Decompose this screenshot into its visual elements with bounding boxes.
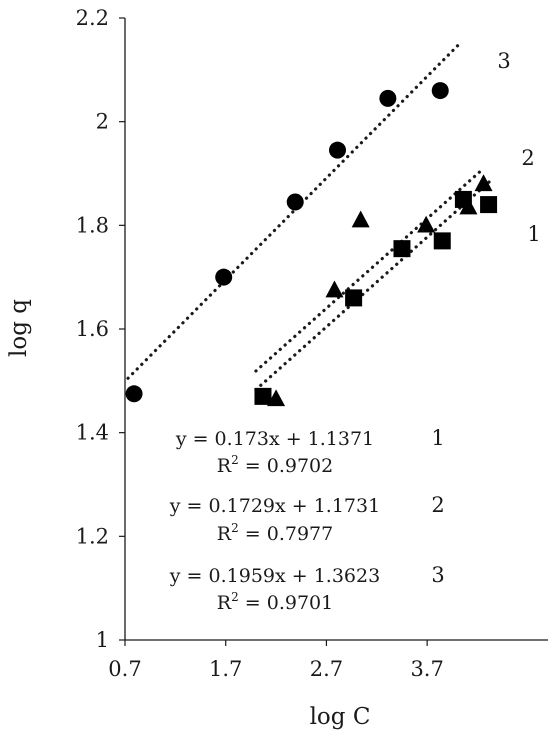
y-tick-label: 1.8	[76, 213, 109, 237]
trend-equation-2: y = 0.1729x + 1.1731	[169, 495, 380, 517]
r-squared-3: R2 = 0.9701	[217, 590, 333, 614]
r-squared-2: R2 = 0.7977	[217, 521, 333, 545]
point-series-2	[459, 197, 478, 215]
point-series-2	[267, 389, 286, 407]
point-series-2	[417, 215, 436, 233]
point-series-3	[215, 268, 233, 286]
data-points	[125, 82, 498, 407]
labels: log C log q 1 2 3 y = 0.173x + 1.1371 1 R2 = 0.…	[6, 49, 541, 730]
point-series-2	[325, 280, 344, 298]
trendline-series-1	[254, 178, 494, 392]
x-tick-label: 3.7	[410, 657, 443, 681]
x-tick-label: 2.7	[310, 657, 343, 681]
series-tag-2: 2	[521, 146, 534, 170]
series-tag-3: 3	[497, 49, 510, 73]
y-tick-label: 1.4	[76, 421, 109, 445]
equation-series-tag-1: 1	[431, 426, 444, 450]
y-tick-label: 1.2	[76, 524, 109, 548]
point-series-3	[379, 89, 397, 107]
y-tick-label: 2.2	[76, 6, 109, 30]
x-tick-label: 1.7	[209, 657, 242, 681]
x-tick-label: 0.7	[108, 657, 141, 681]
trend-equation-1: y = 0.173x + 1.1371	[175, 428, 374, 450]
point-series-1	[433, 232, 451, 250]
trendline-series-2	[254, 167, 485, 373]
y-tick-label: 2	[96, 110, 109, 134]
y-tick-label: 1.6	[76, 317, 109, 341]
point-series-1	[480, 196, 498, 214]
r-squared-1: R2 = 0.9702	[217, 453, 333, 477]
point-series-3	[125, 385, 143, 403]
series-tag-1: 1	[527, 222, 540, 246]
point-series-1	[345, 289, 363, 307]
trend-equation-3: y = 0.1959x + 1.3623	[169, 565, 380, 587]
point-series-1	[254, 387, 272, 405]
equation-series-tag-2: 2	[431, 493, 444, 517]
point-series-2	[351, 210, 370, 228]
trendlines	[126, 42, 494, 392]
axes: 0.7 1.7 2.7 3.7 1 1.2 1.4 1.6 1.8 2 2.2	[76, 6, 548, 681]
point-series-3	[286, 193, 304, 211]
point-series-1	[393, 240, 411, 258]
point-series-3	[329, 141, 347, 159]
y-axis-label: log q	[6, 299, 32, 357]
point-series-2	[474, 174, 493, 192]
y-tick-label: 1	[96, 628, 109, 652]
equation-series-tag-3: 3	[431, 563, 444, 587]
x-axis-label: log C	[310, 704, 371, 730]
point-series-3	[431, 82, 449, 100]
trendline-series-3	[126, 42, 461, 380]
